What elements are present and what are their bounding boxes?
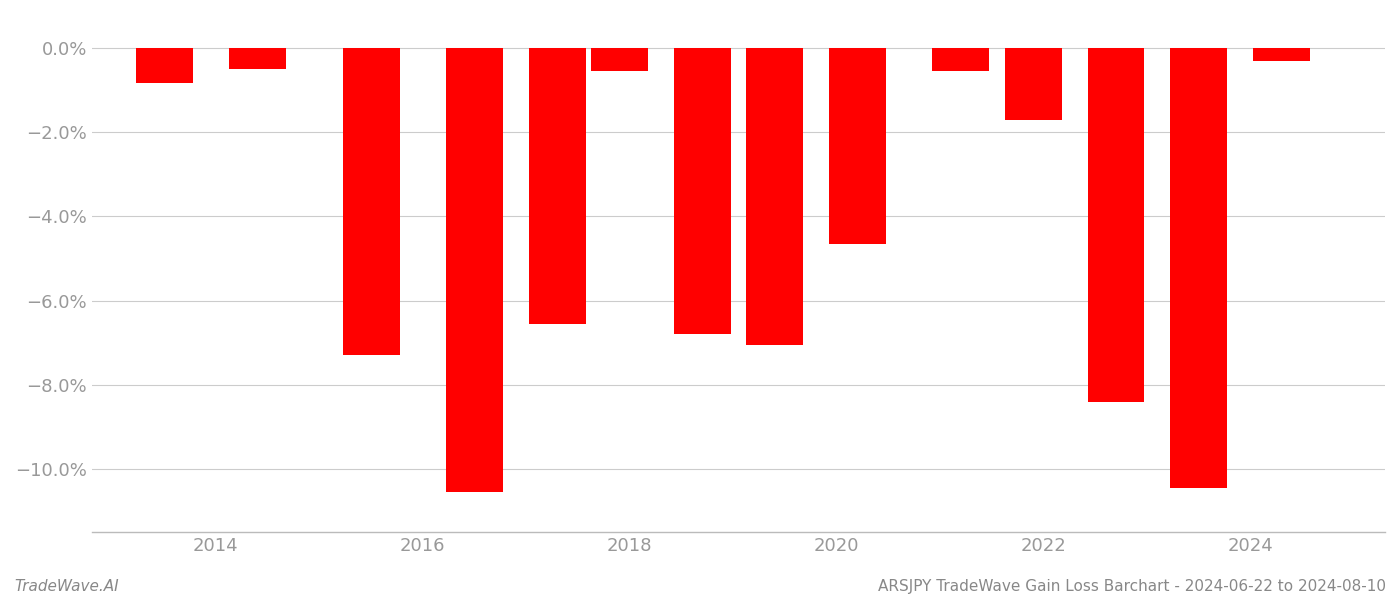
Bar <box>1253 48 1310 61</box>
Bar <box>746 48 804 345</box>
Text: TradeWave.AI: TradeWave.AI <box>14 579 119 594</box>
Bar <box>1170 48 1228 488</box>
Bar <box>932 48 990 71</box>
Bar <box>673 48 731 334</box>
Bar <box>447 48 503 492</box>
Bar <box>1088 48 1144 401</box>
Bar <box>343 48 399 355</box>
Bar <box>529 48 585 324</box>
Bar <box>136 48 193 83</box>
Text: ARSJPY TradeWave Gain Loss Barchart - 2024-06-22 to 2024-08-10: ARSJPY TradeWave Gain Loss Barchart - 20… <box>878 579 1386 594</box>
Bar <box>829 48 886 244</box>
Bar <box>1005 48 1061 121</box>
Bar <box>591 48 648 71</box>
Bar <box>228 48 286 69</box>
